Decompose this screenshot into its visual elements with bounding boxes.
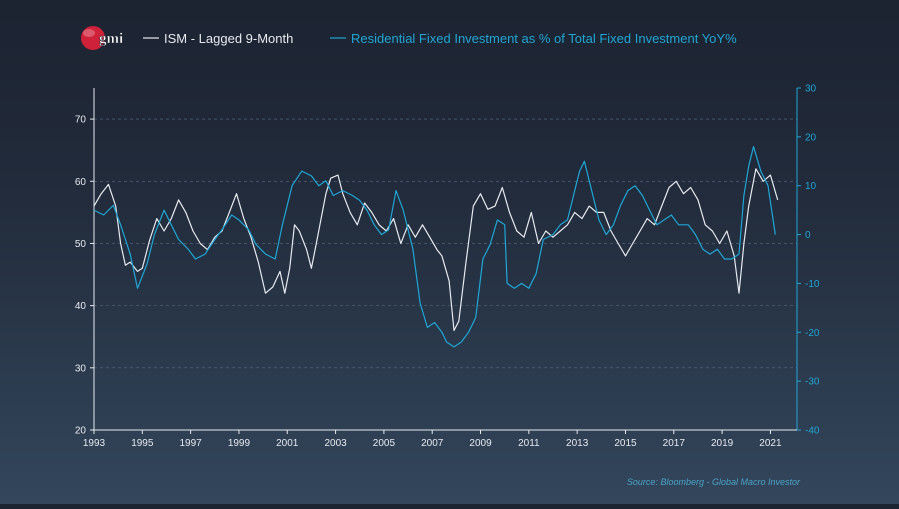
legend-label-ism: ISM - Lagged 9-Month — [164, 31, 293, 46]
left-tick-label: 50 — [75, 239, 87, 250]
left-tick-label: 20 — [75, 426, 87, 437]
logo-text: gmi — [99, 31, 123, 47]
x-tick-label: 1999 — [228, 438, 251, 449]
x-tick-label: 1995 — [131, 438, 154, 449]
right-tick-label: -30 — [805, 377, 820, 388]
x-tick-label: 2015 — [614, 438, 637, 449]
source-note: Source: Bloomberg - Global Macro Investo… — [627, 477, 801, 487]
x-tick-label: 2007 — [421, 438, 444, 449]
left-tick-label: 60 — [75, 177, 87, 188]
x-tick-label: 2019 — [711, 438, 734, 449]
logo-highlight — [83, 29, 95, 37]
right-tick-label: -40 — [805, 426, 820, 437]
logo-circle — [81, 26, 105, 50]
axes — [93, 88, 798, 431]
legend: ISM - Lagged 9-Month Residential Fixed I… — [143, 31, 737, 46]
ism-series-line — [93, 168, 779, 332]
x-tick-label: 2001 — [276, 438, 299, 449]
residential-series-line — [93, 146, 776, 348]
x-tick-label: 1997 — [180, 438, 203, 449]
right-tick-label: -20 — [805, 328, 820, 339]
right-tick-label: 30 — [805, 84, 817, 95]
gridlines — [94, 118, 797, 369]
x-tick-label: 2009 — [469, 438, 492, 449]
right-tick-label: 20 — [805, 132, 817, 143]
gmi-logo: gmi — [81, 26, 123, 50]
x-tick-label: 2005 — [373, 438, 396, 449]
x-tick-label: 2011 — [518, 438, 540, 449]
left-tick-label: 30 — [75, 363, 87, 374]
right-tick-label: 0 — [805, 230, 811, 241]
x-tick-label: 2013 — [566, 438, 589, 449]
legend-label-residential: Residential Fixed Investment as % of Tot… — [351, 31, 737, 46]
right-tick-label: -10 — [805, 279, 820, 290]
x-tick-label: 2003 — [324, 438, 347, 449]
left-tick-label: 40 — [75, 301, 87, 312]
x-tick-label: 1993 — [83, 438, 106, 449]
x-tick-label: 2017 — [663, 438, 686, 449]
right-tick-label: 10 — [805, 181, 817, 192]
x-tick-label: 2021 — [759, 438, 782, 449]
left-tick-label: 70 — [75, 115, 87, 126]
series-lines — [93, 146, 779, 348]
tick-labels: 20 30 40 50 60 70 -40 -30 -20 -10 0 10 20 30 1993 1995 1… — [75, 84, 820, 450]
